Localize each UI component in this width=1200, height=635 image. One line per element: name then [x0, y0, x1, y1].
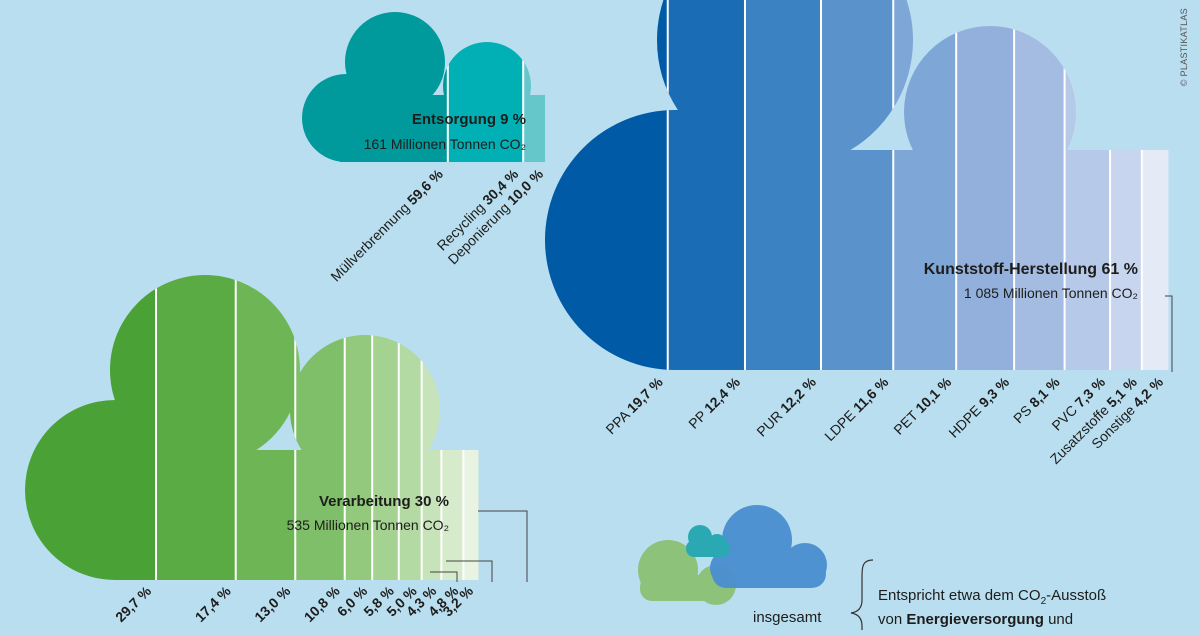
- herstellung-segment: [956, 0, 1015, 370]
- legend-teal-cloud: [686, 525, 730, 557]
- legend-illustration: [638, 505, 827, 605]
- herstellung-segment: [1110, 0, 1143, 370]
- verarbeitung-cloud: [25, 275, 479, 580]
- legend-caption: insgesamt: [753, 609, 822, 626]
- entsorgung-subtitle: 161 Millionen Tonnen CO₂: [364, 136, 526, 152]
- herstellung-label: PP 12,4 %: [685, 373, 743, 431]
- verarbeitung-connector: [478, 510, 528, 582]
- entsorgung-title: Entsorgung 9 %: [412, 111, 526, 128]
- herstellung-label: LDPE 11,6 %: [821, 373, 892, 444]
- credit-text: © PLASTIKATLAS: [1179, 8, 1189, 86]
- herstellung-segment: [1014, 0, 1066, 370]
- verarbeitung-segment: [372, 275, 400, 580]
- verarbeitung-segment: [463, 275, 479, 580]
- herstellung-labels: PPA 19,7 % PP 12,4 %PUR 12,2 %LDPE 11,6 %…: [602, 373, 1166, 467]
- herstellung-label: PUR 12,2 %: [753, 373, 819, 439]
- verarbeitung-label: 29,7 %: [112, 582, 155, 625]
- herstellung-label: HDPE 9,3 %: [945, 373, 1012, 440]
- herstellung-cloud: [545, 0, 1169, 370]
- herstellung-segment: [1141, 0, 1169, 370]
- verarbeitung-subtitle: 535 Millionen Tonnen CO₂: [287, 517, 449, 533]
- verarbeitung-segment: [156, 275, 237, 580]
- herstellung-segment: [744, 0, 822, 370]
- legend-blue-cloud: [710, 505, 827, 588]
- legend-line-1: Entspricht etwa dem CO2-Ausstoß: [878, 587, 1106, 607]
- herstellung-label: PPA 19,7 %: [602, 373, 666, 437]
- verarbeitung-connector-2: [446, 560, 493, 582]
- herstellung-label: PET 10,1 %: [890, 373, 954, 437]
- verarbeitung-label: 13,0 %: [251, 582, 294, 625]
- legend-brace: [850, 559, 874, 630]
- herstellung-segment: [893, 0, 957, 370]
- herstellung-title: Kunststoff-Herstellung 61 %: [924, 261, 1138, 278]
- verarbeitung-segment: [295, 275, 346, 580]
- verarbeitung-segment: [235, 275, 296, 580]
- verarbeitung-segment: [421, 275, 442, 580]
- herstellung-segment: [1064, 0, 1111, 370]
- verarbeitung-segment: [25, 275, 157, 580]
- herstellung-segment: [667, 0, 746, 370]
- entsorgung-labels: Müllverbrennung 59,6 %Recycling 30,4 %De…: [327, 165, 546, 284]
- verarbeitung-labels: 29,7 % 17,4 % 13,0 % 10,8 %6,0 %5,8 %5,0 %4…: [112, 582, 476, 625]
- herstellung-segment: [820, 0, 894, 370]
- verarbeitung-label: 17,4 %: [192, 582, 235, 625]
- herstellung-segment: [545, 0, 669, 370]
- herstellung-subtitle: 1 085 Millionen Tonnen CO₂: [964, 285, 1138, 301]
- verarbeitung-segment: [344, 275, 373, 580]
- entsorgung-label: Müllverbrennung 59,6 %: [327, 165, 446, 284]
- herstellung-connector: [1165, 295, 1173, 372]
- verarbeitung-segment: [398, 275, 423, 580]
- verarbeitung-title: Verarbeitung 30 %: [319, 493, 449, 510]
- legend-green-cloud: [638, 540, 736, 605]
- entsorgung-segment: [523, 12, 545, 162]
- verarbeitung-connector-3: [430, 571, 458, 582]
- verarbeitung-segment: [441, 275, 464, 580]
- legend-line-2: von Energieversorgung und: [878, 611, 1073, 628]
